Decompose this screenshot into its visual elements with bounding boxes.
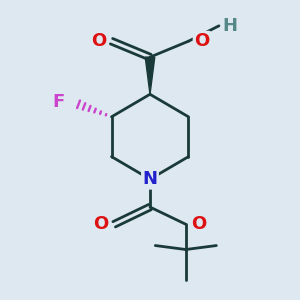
Text: O: O	[194, 32, 209, 50]
Text: O: O	[91, 32, 106, 50]
Polygon shape	[145, 57, 155, 94]
Text: F: F	[52, 93, 64, 111]
Text: O: O	[191, 215, 207, 233]
Text: O: O	[93, 215, 109, 233]
Text: N: N	[142, 170, 158, 188]
Text: H: H	[222, 17, 237, 35]
